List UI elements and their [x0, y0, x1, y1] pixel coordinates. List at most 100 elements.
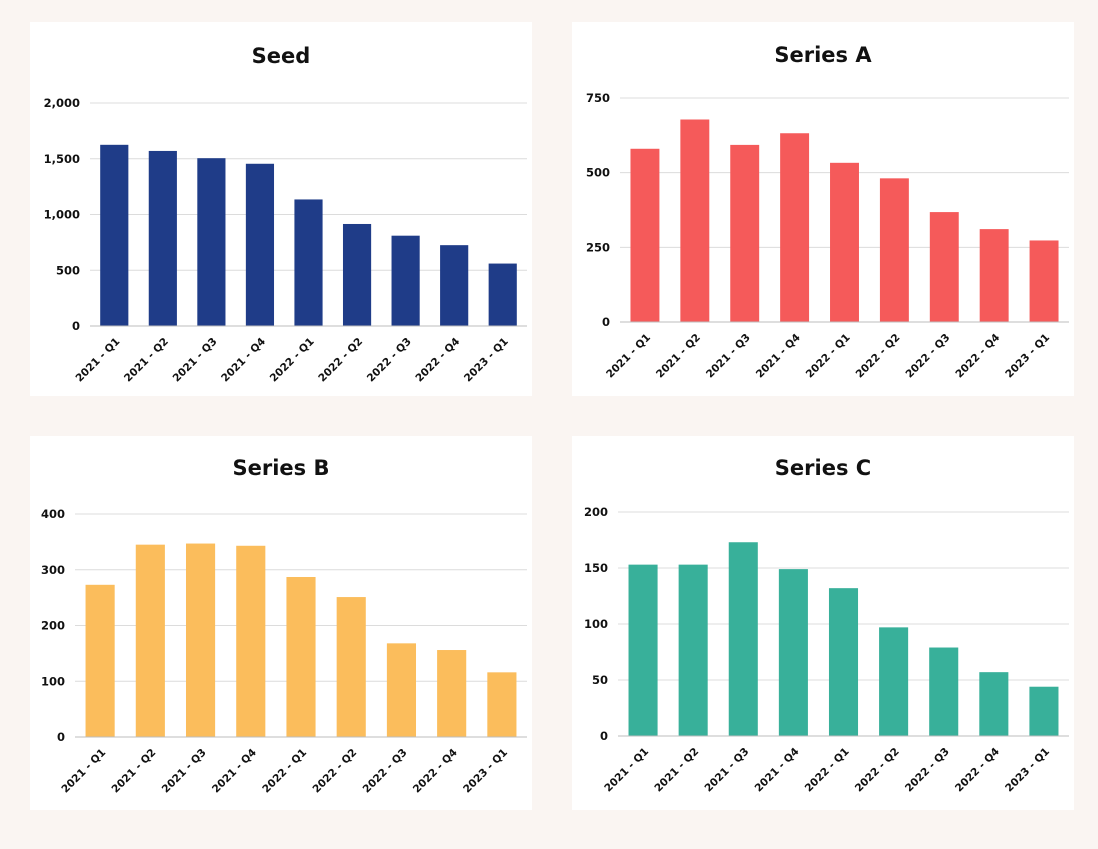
y-tick-label: 500: [586, 166, 610, 180]
y-tick-label: 250: [586, 240, 610, 254]
x-tick-label: 2022 - Q2: [854, 332, 903, 381]
y-tick-label: 0: [57, 730, 65, 744]
y-tick-label: 0: [602, 315, 610, 329]
y-tick-label: 300: [41, 563, 65, 577]
bar: [488, 263, 517, 326]
bar: [294, 199, 323, 326]
x-tick-label: 2021 - Q3: [171, 336, 220, 385]
x-tick-label: 2022 - Q1: [804, 332, 853, 381]
x-tick-label: 2021 - Q4: [210, 747, 259, 796]
series-c-chart-panel: Series C 0 50 100 150 200 2021 - Q1 2021 - Q2 20…: [572, 436, 1074, 810]
bar: [828, 588, 859, 736]
bar: [979, 229, 1009, 322]
bar: [185, 543, 216, 737]
x-tick-label: 2021 - Q2: [110, 747, 159, 796]
seed-chart-panel: Seed 0 500 1,000 1,500 2,000 2021 - Q1 2021 - Q…: [30, 22, 532, 396]
x-tick-label: 2021 - Q4: [219, 336, 268, 385]
series-a-chart-panel: Series A 0 250 500 750 2021 - Q1 2021 - Q2 2021…: [572, 22, 1074, 396]
x-tick-label: 2021 - Q3: [160, 747, 209, 796]
chart-title: Series B: [233, 456, 330, 480]
bar: [236, 545, 266, 737]
x-tick-label: 2022 - Q2: [310, 747, 359, 796]
x-tick-label: 2021 - Q2: [652, 746, 701, 795]
bar: [730, 144, 760, 322]
y-tick-label: 200: [41, 619, 65, 633]
x-tick-label: 2021 - Q3: [703, 746, 752, 795]
x-tick-label: 2023 - Q1: [1003, 332, 1052, 381]
bar: [197, 158, 226, 326]
x-tick-label: 2022 - Q4: [953, 332, 1002, 381]
x-tick-label: 2022 - Q4: [953, 746, 1002, 795]
bar: [342, 223, 372, 326]
x-tick-label: 2022 - Q2: [316, 336, 365, 385]
x-tick-label: 2021 - Q1: [59, 747, 108, 796]
x-tick-label: 2022 - Q1: [260, 747, 309, 796]
bar: [728, 542, 758, 736]
bar: [440, 245, 469, 326]
x-tick-label: 2021 - Q2: [654, 332, 703, 381]
x-tick-label: 2022 - Q3: [361, 747, 410, 796]
y-tick-label: 0: [72, 319, 80, 333]
chart-title: Series A: [774, 43, 872, 67]
y-tick-label: 1,000: [44, 208, 80, 222]
bar: [879, 627, 909, 736]
y-tick-label: 400: [41, 507, 65, 521]
x-tick-label: 2021 - Q4: [754, 332, 803, 381]
bar: [336, 597, 366, 737]
bar: [830, 162, 859, 322]
bar: [778, 569, 808, 736]
bar: [286, 576, 316, 737]
y-tick-label: 500: [56, 263, 80, 277]
y-tick-label: 150: [584, 561, 608, 575]
y-tick-label: 100: [584, 617, 608, 631]
bar: [929, 647, 959, 736]
bar: [929, 212, 959, 322]
bar: [780, 133, 810, 322]
x-tick-label: 2021 - Q2: [122, 336, 171, 385]
bar: [487, 672, 517, 737]
x-tick-label: 2021 - Q4: [753, 746, 802, 795]
x-tick-label: 2022 - Q3: [904, 332, 953, 381]
bar: [437, 650, 467, 737]
chart-title: Seed: [252, 44, 311, 68]
bar: [245, 163, 275, 326]
bar: [628, 564, 658, 736]
x-tick-label: 2023 - Q1: [462, 336, 511, 385]
x-tick-label: 2021 - Q1: [74, 336, 123, 385]
x-tick-label: 2022 - Q1: [268, 336, 317, 385]
y-tick-label: 100: [41, 674, 65, 688]
bar: [979, 672, 1009, 736]
bar: [391, 235, 420, 326]
bar: [148, 150, 177, 326]
x-tick-label: 2023 - Q1: [1003, 746, 1052, 795]
x-tick-label: 2022 - Q4: [411, 747, 460, 796]
x-tick-label: 2022 - Q4: [413, 336, 462, 385]
bar: [135, 544, 165, 737]
bar: [100, 144, 129, 326]
bar: [1029, 686, 1059, 736]
x-tick-label: 2021 - Q1: [604, 332, 653, 381]
bar: [678, 564, 708, 736]
x-tick-label: 2021 - Q1: [602, 746, 651, 795]
y-tick-label: 200: [584, 505, 608, 519]
y-tick-label: 750: [586, 91, 610, 105]
x-tick-label: 2022 - Q1: [803, 746, 852, 795]
bar: [680, 119, 710, 322]
bar: [879, 178, 909, 322]
y-tick-label: 0: [600, 729, 608, 743]
y-tick-label: 1,500: [44, 152, 80, 166]
x-tick-label: 2022 - Q2: [853, 746, 902, 795]
bar: [630, 148, 660, 322]
y-tick-label: 2,000: [44, 96, 80, 110]
bar: [85, 584, 115, 737]
x-tick-label: 2022 - Q3: [903, 746, 952, 795]
x-tick-label: 2023 - Q1: [461, 747, 510, 796]
bar: [386, 643, 417, 737]
x-tick-label: 2021 - Q3: [704, 332, 753, 381]
series-b-chart-panel: Series B 0 100 200 300 400 2021 - Q1 2021 - Q2 2…: [30, 436, 532, 810]
y-tick-label: 50: [592, 673, 608, 687]
chart-title: Series C: [775, 456, 871, 480]
